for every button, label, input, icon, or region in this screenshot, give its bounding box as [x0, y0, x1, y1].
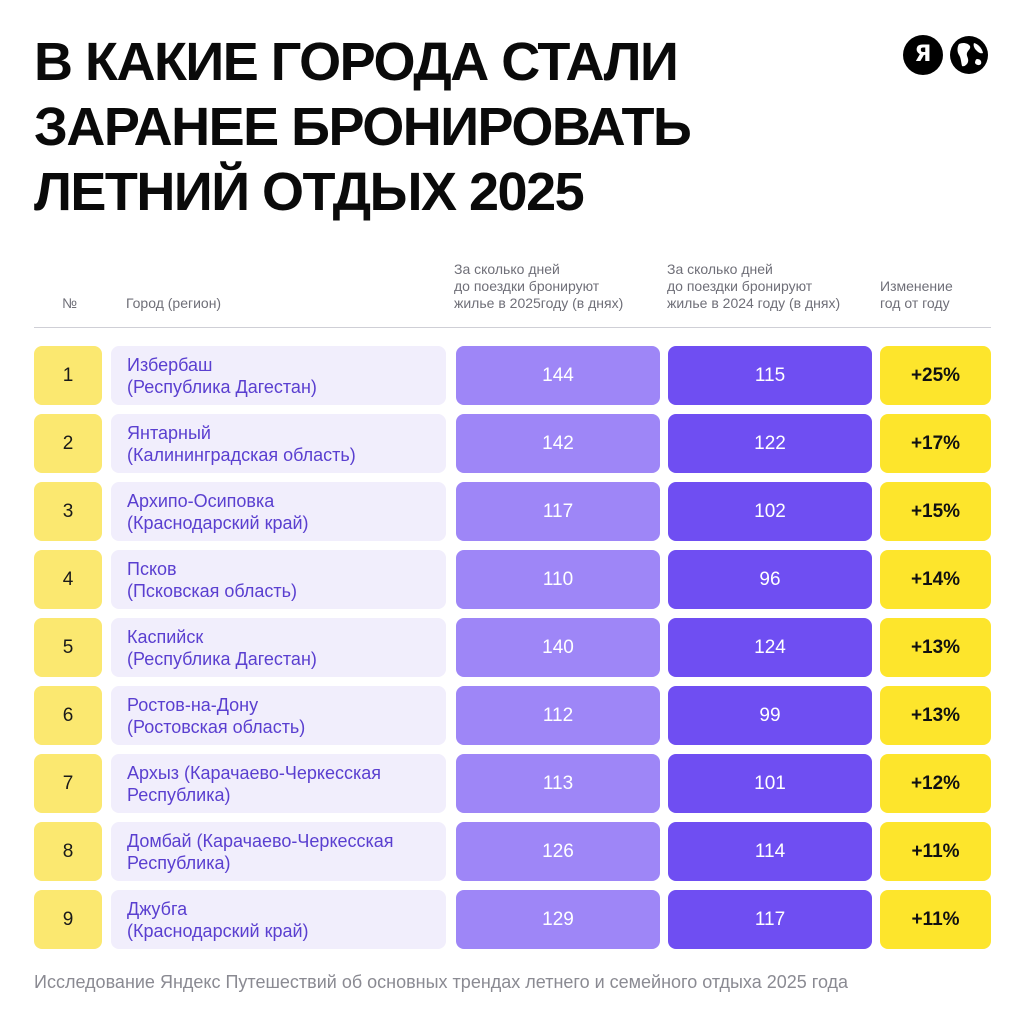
row-change: +13% [880, 618, 991, 677]
table-row: 4 Псков (Псковская область) 110 96 +14% [34, 550, 991, 609]
row-days-2024: 115 [668, 346, 872, 405]
row-number: 1 [34, 346, 102, 405]
city-region: Республика) [127, 784, 231, 805]
row-days-2025: 110 [456, 550, 660, 609]
city-name: Архипо-Осиповка [127, 490, 275, 511]
city-region: (Республика Дагестан) [127, 376, 317, 397]
page-title: В КАКИЕ ГОРОДА СТАЛИ ЗАРАНЕЕ БРОНИРОВАТЬ… [34, 30, 794, 225]
city-name: Янтарный [127, 422, 211, 443]
yandex-logo-icon: Я [903, 35, 943, 75]
row-number: 6 [34, 686, 102, 745]
city-region: (Республика Дагестан) [127, 648, 317, 669]
header-days-2025-line: жилье в 2025году (в днях) [454, 295, 624, 311]
row-change: +12% [880, 754, 991, 813]
row-change: +25% [880, 346, 991, 405]
row-number: 5 [34, 618, 102, 677]
row-city: Архыз (Карачаево-Черкесская Республика) [111, 754, 446, 813]
table-row: 9 Джубга (Краснодарский край) 129 117 +1… [34, 890, 991, 949]
row-city: Джубга (Краснодарский край) [111, 890, 446, 949]
header-change-line: Изменение [880, 278, 953, 294]
table-row: 2 Янтарный (Калининградская область) 142… [34, 414, 991, 473]
row-number: 4 [34, 550, 102, 609]
source-footnote: Исследование Яндекс Путешествий об основ… [34, 972, 849, 992]
header-change: Изменение год от году [880, 278, 1000, 312]
table-row: 1 Избербаш (Республика Дагестан) 144 115… [34, 346, 991, 405]
row-days-2024: 114 [668, 822, 872, 881]
header-days-2025: За сколько дней до поездки бронируют жил… [454, 261, 664, 312]
logo-group: Я [903, 35, 993, 77]
table-header: № Город (регион) За сколько дней до поез… [34, 258, 991, 328]
row-days-2024: 99 [668, 686, 872, 745]
row-change: +13% [880, 686, 991, 745]
city-name: Ростов-на-Дону [127, 694, 259, 715]
city-name: Джубга [127, 898, 188, 919]
row-days-2025: 129 [456, 890, 660, 949]
row-days-2025: 142 [456, 414, 660, 473]
table-row: 7 Архыз (Карачаево-Черкесская Республика… [34, 754, 991, 813]
row-number: 7 [34, 754, 102, 813]
city-name: Каспийск [127, 626, 204, 647]
title-line-1: В КАКИЕ ГОРОДА СТАЛИ [34, 32, 679, 92]
row-number: 2 [34, 414, 102, 473]
title-line-2: ЗАРАНЕЕ БРОНИРОВАТЬ [34, 97, 692, 157]
row-city: Ростов-на-Дону (Ростовская область) [111, 686, 446, 745]
row-change: +15% [880, 482, 991, 541]
city-region: (Краснодарский край) [127, 512, 309, 533]
row-change: +11% [880, 890, 991, 949]
header-days-2025-line: За сколько дней [454, 261, 560, 277]
row-days-2024: 102 [668, 482, 872, 541]
city-region: (Краснодарский край) [127, 920, 309, 941]
row-change: +11% [880, 822, 991, 881]
header-num: № [62, 295, 78, 311]
city-region: (Псковская область) [127, 580, 298, 601]
title-line-3: ЛЕТНИЙ ОТДЫХ 2025 [34, 162, 585, 222]
header-city: Город (регион) [126, 295, 222, 311]
table-row: 6 Ростов-на-Дону (Ростовская область) 11… [34, 686, 991, 745]
city-name: Псков [127, 558, 177, 579]
row-number: 3 [34, 482, 102, 541]
row-days-2024: 117 [668, 890, 872, 949]
table-row: 8 Домбай (Карачаево-Черкесская Республик… [34, 822, 991, 881]
row-days-2025: 140 [456, 618, 660, 677]
row-city: Янтарный (Калининградская область) [111, 414, 446, 473]
city-region: Республика) [127, 852, 231, 873]
globe-icon [950, 36, 988, 74]
row-days-2024: 124 [668, 618, 872, 677]
city-region: (Ростовская область) [127, 716, 306, 737]
row-number: 9 [34, 890, 102, 949]
city-name: Домбай (Карачаево-Черкесская [127, 830, 394, 851]
row-days-2024: 101 [668, 754, 872, 813]
header-days-2024-line: до поездки бронируют [667, 278, 813, 294]
header-change-line: год от году [880, 295, 950, 311]
row-days-2024: 96 [668, 550, 872, 609]
header-days-2025-line: до поездки бронируют [454, 278, 600, 294]
city-name: Избербаш [127, 354, 213, 375]
row-days-2024: 122 [668, 414, 872, 473]
row-change: +14% [880, 550, 991, 609]
row-days-2025: 126 [456, 822, 660, 881]
city-name: Архыз (Карачаево-Черкесская [127, 762, 382, 783]
row-number: 8 [34, 822, 102, 881]
row-city: Псков (Псковская область) [111, 550, 446, 609]
header-days-2024-line: За сколько дней [667, 261, 773, 277]
row-city: Архипо-Осиповка (Краснодарский край) [111, 482, 446, 541]
row-days-2025: 117 [456, 482, 660, 541]
row-city: Домбай (Карачаево-Черкесская Республика) [111, 822, 446, 881]
row-days-2025: 113 [456, 754, 660, 813]
table-row: 5 Каспийск (Республика Дагестан) 140 124… [34, 618, 991, 677]
row-change: +17% [880, 414, 991, 473]
row-days-2025: 112 [456, 686, 660, 745]
table-row: 3 Архипо-Осиповка (Краснодарский край) 1… [34, 482, 991, 541]
row-days-2025: 144 [456, 346, 660, 405]
header-days-2024-line: жилье в 2024 году (в днях) [667, 295, 841, 311]
row-city: Каспийск (Республика Дагестан) [111, 618, 446, 677]
row-city: Избербаш (Республика Дагестан) [111, 346, 446, 405]
city-region: (Калининградская область) [127, 444, 356, 465]
header-days-2024: За сколько дней до поездки бронируют жил… [667, 261, 877, 312]
